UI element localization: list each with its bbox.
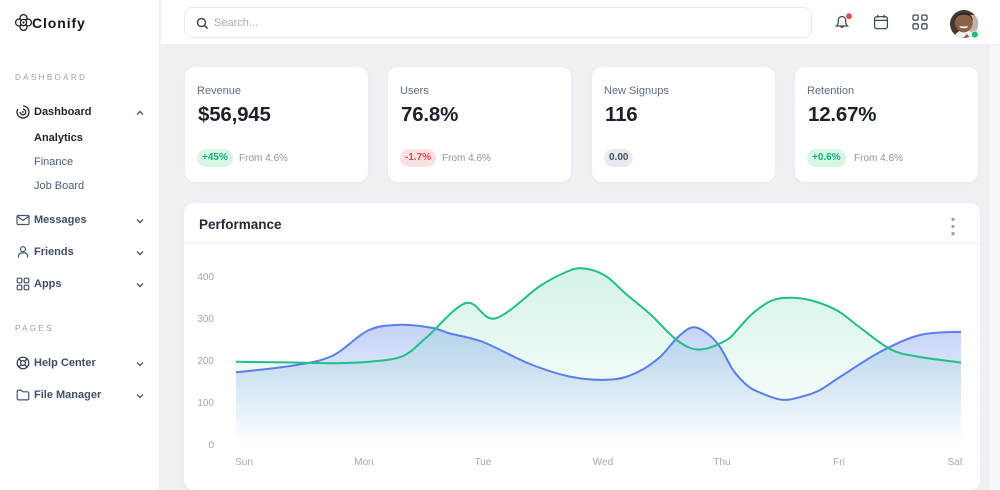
svg-text:200: 200 xyxy=(197,356,214,367)
svg-text:300: 300 xyxy=(197,314,214,325)
svg-text:Fri: Fri xyxy=(833,457,845,468)
svg-text:Sat: Sat xyxy=(947,457,962,468)
svg-text:400: 400 xyxy=(197,272,214,283)
svg-text:Thu: Thu xyxy=(713,457,730,468)
svg-text:Wed: Wed xyxy=(593,457,613,468)
svg-text:Sun: Sun xyxy=(235,457,253,468)
svg-text:Mon: Mon xyxy=(354,457,373,468)
svg-text:100: 100 xyxy=(197,398,214,409)
svg-text:Tue: Tue xyxy=(475,457,492,468)
svg-text:0: 0 xyxy=(208,440,214,451)
